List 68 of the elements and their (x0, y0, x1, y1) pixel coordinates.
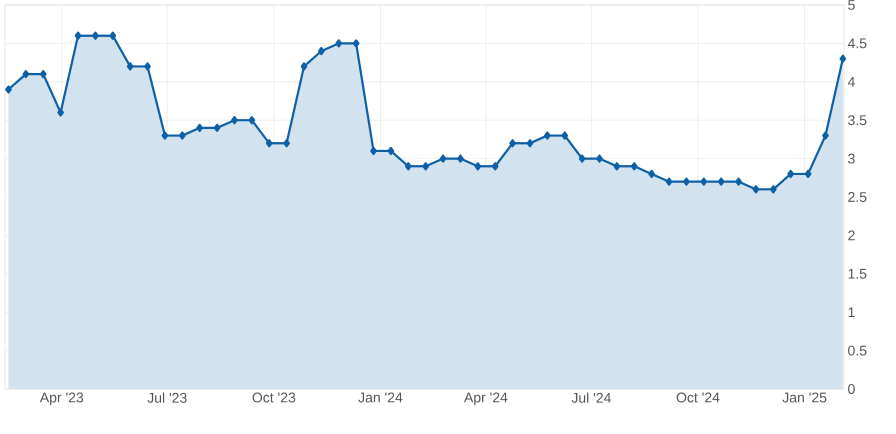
point (22, 70, 30, 78)
point (283, 139, 290, 148)
point (5, 85, 12, 94)
y-tick-label: 3 (848, 154, 855, 164)
x-tick-label: Jul '23 (147, 392, 187, 403)
y-tick-label: 1.5 (848, 268, 866, 279)
point (474, 162, 482, 170)
point (578, 154, 586, 163)
point (196, 124, 204, 132)
point (388, 146, 394, 156)
point (178, 131, 186, 140)
point (509, 139, 516, 148)
point (822, 131, 829, 140)
point (109, 32, 116, 40)
point (126, 62, 134, 71)
point (718, 178, 725, 186)
x-tick-label: Jan '25 (782, 392, 826, 402)
point (614, 162, 620, 170)
point (840, 54, 846, 63)
point (318, 46, 325, 56)
point (352, 39, 360, 48)
y-tick-label: 4 (848, 76, 855, 87)
point (492, 162, 499, 170)
y-tick-label: 1 (848, 307, 855, 318)
y-tick-label: 2 (848, 230, 855, 240)
y-tick-label: 5 (848, 0, 855, 10)
x-tick-label: Apr '23 (40, 392, 84, 406)
point (630, 162, 638, 170)
point (248, 116, 256, 124)
x-tick-label: Oct '24 (676, 392, 720, 402)
point (57, 108, 64, 117)
x-tick-label: Oct '23 (252, 392, 296, 402)
y-tick-label: 0.5 (848, 346, 866, 356)
point (787, 170, 794, 178)
point (683, 178, 690, 186)
x-tick-label: Apr '24 (464, 392, 508, 406)
x-tick-label: Jan '24 (358, 392, 402, 402)
point (596, 154, 603, 163)
point (422, 162, 430, 170)
point (404, 162, 412, 170)
point (770, 185, 777, 194)
point (700, 178, 708, 186)
point (752, 185, 760, 194)
point (335, 39, 342, 48)
point (266, 139, 273, 148)
point (300, 62, 308, 71)
point (162, 131, 168, 140)
x-tick-label: Jul '24 (572, 392, 611, 403)
point (74, 32, 82, 40)
y-tick-label: 0 (848, 384, 855, 394)
point (648, 170, 655, 178)
point (40, 70, 47, 78)
point (735, 178, 742, 186)
y-tick-label: 3.5 (848, 115, 866, 126)
point (144, 62, 151, 71)
point (440, 154, 446, 163)
point (666, 178, 672, 186)
y-tick-label: 4.5 (848, 38, 866, 48)
point (457, 154, 464, 163)
point (231, 116, 238, 124)
point (804, 170, 812, 178)
point (370, 146, 377, 156)
point (561, 131, 568, 140)
point (214, 124, 220, 132)
y-tick-label: 2.5 (848, 192, 866, 202)
point (544, 131, 551, 140)
point (526, 139, 534, 148)
point (92, 32, 99, 40)
